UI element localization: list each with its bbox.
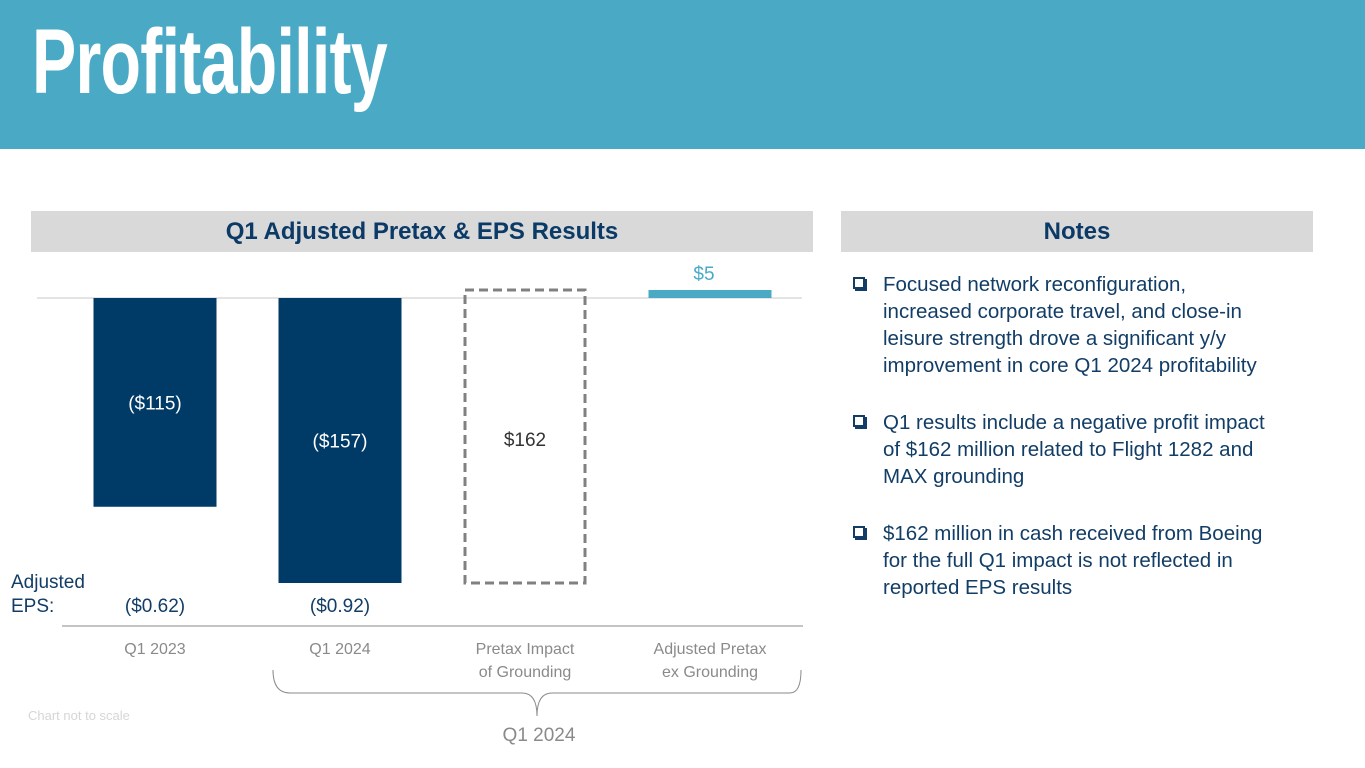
- x-tick-label: Adjusted Pretax: [654, 641, 767, 658]
- eps-value-label: ($0.92): [310, 596, 370, 617]
- pretax-eps-chart: ($115) ($0.62) Q1 2023 ($157) ($0.92) Q1 2024…: [11, 264, 803, 746]
- note-item: $162 million in cash received from Boein…: [850, 520, 1320, 601]
- x-tick-label: Pretax Impact: [476, 641, 575, 658]
- note-item: Q1 results include a negative profit imp…: [850, 409, 1320, 490]
- eps-value-label: ($0.62): [125, 596, 185, 617]
- group-bracket-label: Q1 2024: [503, 725, 576, 746]
- note-line: MAX grounding: [883, 465, 1025, 488]
- note-line: $162 million in cash received from Boein…: [883, 522, 1263, 545]
- notes-panel-title: Notes: [1043, 217, 1111, 245]
- x-tick-label: Q1 2024: [309, 641, 370, 658]
- checkbox-bullet-icon: [853, 277, 865, 289]
- eps-row-label-line1: Adjusted: [11, 572, 85, 593]
- bar-1: [278, 298, 402, 583]
- group-bracket: [272, 669, 802, 717]
- checkbox-bullet-icon: [853, 526, 865, 538]
- x-tick-label: Q1 2023: [124, 641, 185, 658]
- note-line: for the full Q1 impact is not reflected …: [883, 549, 1233, 572]
- eps-row-label-line2: EPS:: [11, 596, 54, 617]
- x-tick-label: ex Grounding: [662, 664, 758, 681]
- bar-2: [463, 288, 587, 585]
- x-tick-label: of Grounding: [479, 664, 572, 681]
- chart-panel-title: Q1 Adjusted Pretax & EPS Results: [225, 217, 619, 245]
- note-line: improvement in core Q1 2024 profitabilit…: [883, 354, 1257, 377]
- checkbox-bullet-icon: [853, 415, 865, 427]
- page-title: Profitability: [32, 11, 388, 113]
- note-line: reported EPS results: [883, 576, 1073, 599]
- bar-value-label: ($115): [128, 393, 182, 414]
- chart-panel-header: Q1 Adjusted Pretax & EPS Results: [31, 211, 813, 252]
- note-line: Focused network reconfiguration,: [883, 273, 1187, 296]
- chart-footnote: Chart not to scale: [28, 708, 130, 723]
- title-banner: Profitability: [0, 0, 1365, 149]
- bar-value-label: $162: [504, 430, 546, 451]
- notes-list: Focused network reconfiguration, increase…: [850, 271, 1320, 631]
- bar-value-label: ($157): [313, 432, 368, 453]
- bar-0: [93, 298, 217, 507]
- bar-value-label: $5: [693, 264, 714, 285]
- bar-3: [648, 290, 772, 298]
- note-line: Q1 results include a negative profit imp…: [883, 411, 1265, 434]
- notes-panel-header: Notes: [841, 211, 1313, 252]
- note-item: Focused network reconfiguration, increase…: [850, 271, 1320, 379]
- note-line: increased corporate travel, and close-in: [883, 300, 1242, 323]
- note-line: of $162 million related to Flight 1282 a…: [883, 438, 1254, 461]
- note-line: leisure strength drove a significant y/y: [883, 327, 1226, 350]
